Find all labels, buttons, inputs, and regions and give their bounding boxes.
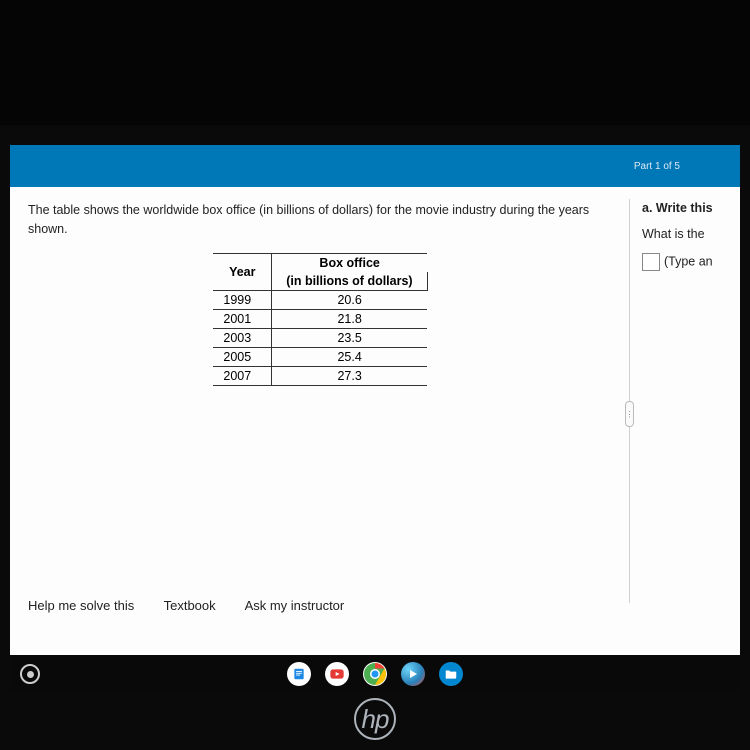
app-icon-play[interactable] <box>401 662 425 686</box>
input-hint: (Type an <box>664 254 713 268</box>
cell-year: 2001 <box>213 309 271 328</box>
part-indicator: Part 1 of 5 <box>634 161 680 172</box>
folder-icon <box>444 667 458 681</box>
cell-value: 25.4 <box>272 347 427 366</box>
part-a-label: a. Write this <box>642 201 713 215</box>
pane-divider[interactable]: ⋮ <box>629 199 630 603</box>
table-row: 199920.6 <box>213 290 427 309</box>
prompt-text: The table shows the worldwide box office… <box>28 201 613 239</box>
table-row: 200525.4 <box>213 347 427 366</box>
cell-value: 21.8 <box>272 309 427 328</box>
ask-instructor-link[interactable]: Ask my instructor <box>245 598 345 613</box>
screen-area: Part 1 of 5 The table shows the worldwid… <box>10 145 740 655</box>
cell-year: 1999 <box>213 290 271 309</box>
app-icon-files[interactable] <box>439 662 463 686</box>
camera-bezel-top <box>0 0 750 125</box>
table-row: 200727.3 <box>213 366 427 385</box>
play-icon <box>407 668 419 680</box>
cell-year: 2003 <box>213 328 271 347</box>
app-header-bar: Part 1 of 5 <box>10 145 740 187</box>
col-header-boxoffice-2: (in billions of dollars) <box>272 272 427 291</box>
chrome-icon <box>363 662 387 686</box>
hp-logo: hp <box>354 698 396 740</box>
cell-value: 23.5 <box>272 328 427 347</box>
table-row: 200323.5 <box>213 328 427 347</box>
question-pane: The table shows the worldwide box office… <box>10 187 629 615</box>
cell-year: 2007 <box>213 366 271 385</box>
youtube-icon <box>329 666 345 682</box>
textbook-link[interactable]: Textbook <box>164 598 216 613</box>
app-icon-youtube[interactable] <box>325 662 349 686</box>
start-button-icon[interactable] <box>20 664 40 684</box>
document-icon <box>292 667 306 681</box>
footer-links: Help me solve this Textbook Ask my instr… <box>28 598 370 613</box>
cell-year: 2005 <box>213 347 271 366</box>
data-table: Year Box office (in billions of dollars)… <box>213 253 427 386</box>
content-row: The table shows the worldwide box office… <box>10 187 740 615</box>
divider-handle-icon[interactable]: ⋮ <box>625 401 634 427</box>
app-icon-docs[interactable] <box>287 662 311 686</box>
col-header-year: Year <box>213 253 271 290</box>
answer-input[interactable] <box>642 253 660 271</box>
taskbar <box>10 656 740 692</box>
app-icon-chrome[interactable] <box>363 662 387 686</box>
col-header-boxoffice-1: Box office <box>272 253 427 272</box>
help-me-solve-link[interactable]: Help me solve this <box>28 598 134 613</box>
answer-pane: a. Write this What is the (Type an <box>630 187 740 615</box>
cell-value: 20.6 <box>272 290 427 309</box>
question-line: What is the <box>642 227 736 241</box>
cell-value: 27.3 <box>272 366 427 385</box>
table-row: 200121.8 <box>213 309 427 328</box>
